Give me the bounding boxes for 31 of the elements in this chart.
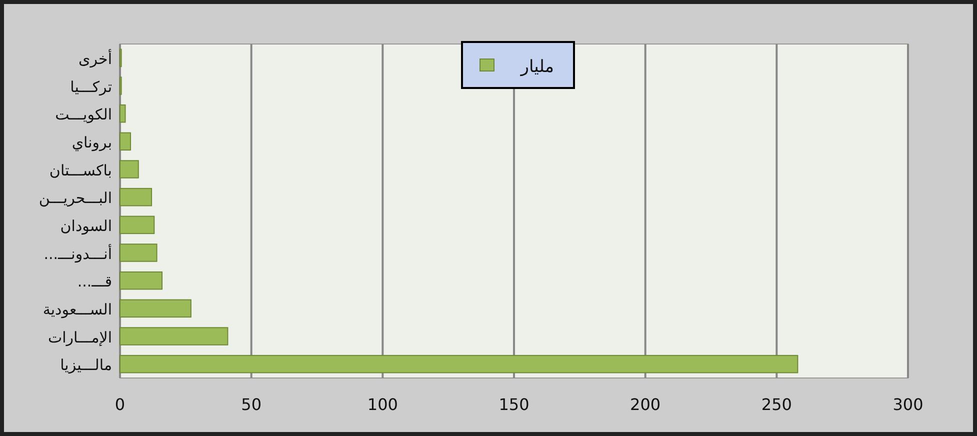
bar [120,132,132,151]
x-tick-label: 200 [630,395,661,414]
y-tick-label: بروناي [72,133,112,152]
y-tick-label: الكويـــت [55,106,112,124]
bar [120,327,228,346]
bar [120,299,192,318]
x-tick-label: 150 [498,395,530,414]
x-tick-label: 300 [892,395,924,414]
y-tick-label: الســـعودية [42,300,112,318]
y-tick-label: السودان [60,216,112,235]
y-tick-label: قـــ... [77,272,112,291]
legend-label: مليار [520,57,554,77]
bar [120,160,139,178]
bar [120,244,158,262]
y-tick-label: البـــحريـــن [38,189,112,208]
y-tick-label: الإمـــارات [48,328,112,346]
bar [120,188,152,206]
y-tick-label: أخرى [78,48,112,68]
y-tick-label: مالـــيزيا [60,356,112,374]
x-tick-label: 0 [114,395,126,414]
bar [120,271,163,290]
bar [120,104,126,123]
legend: مليار [461,41,575,89]
x-tick-label: 250 [761,395,792,414]
x-tick-label: 50 [241,395,262,414]
y-tick-label: باكســـتان [49,161,112,180]
y-tick-label: تركـــيا [70,78,112,96]
bar [120,216,155,234]
bar [120,354,798,374]
y-tick-label: أنـــدونـــ... [44,244,112,263]
x-tick-label: 100 [367,395,398,414]
